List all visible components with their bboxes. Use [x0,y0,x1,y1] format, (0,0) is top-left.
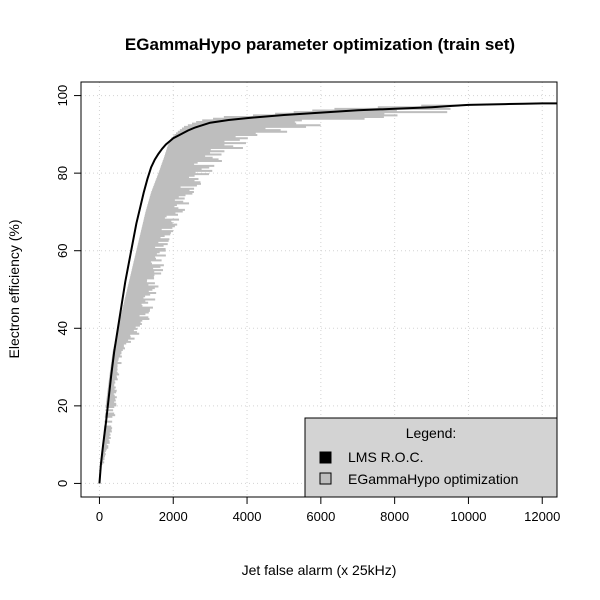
y-axis-label: Electron efficiency (%) [6,219,22,358]
y-tick-label: 40 [55,321,70,335]
chart-title: EGammaHypo parameter optimization (train… [125,35,515,54]
x-tick-label: 4000 [233,509,262,524]
legend-box [304,417,558,498]
y-tick-label: 60 [55,243,70,257]
legend-entry-lms-roc: LMS R.O.C. [348,449,423,465]
x-tick-label: 10000 [450,509,486,524]
legend-swatch-lms-roc [319,451,332,464]
x-tick-label: 0 [96,509,103,524]
y-tick-label: 0 [55,480,70,487]
y-axis: 0 20 40 60 80 100 [55,85,81,487]
legend-title: Legend: [406,425,457,441]
y-tick-label: 80 [55,166,70,180]
x-tick-label: 6000 [306,509,335,524]
x-tick-label: 8000 [380,509,409,524]
legend: Legend: LMS R.O.C. EGammaHypo optimizati… [304,417,558,498]
legend-swatch-egammahypo [319,472,332,485]
y-tick-label: 100 [55,85,70,107]
y-tick-label: 20 [55,399,70,413]
optimization-bars [100,104,460,466]
x-axis: 0 2000 4000 6000 8000 10000 12000 [96,497,560,524]
legend-entry-egammahypo: EGammaHypo optimization [348,471,518,487]
series-line-lms-roc [98,102,557,484]
x-axis-label: Jet false alarm (x 25kHz) [242,562,397,578]
x-tick-label: 2000 [159,509,188,524]
x-tick-label: 12000 [524,509,560,524]
